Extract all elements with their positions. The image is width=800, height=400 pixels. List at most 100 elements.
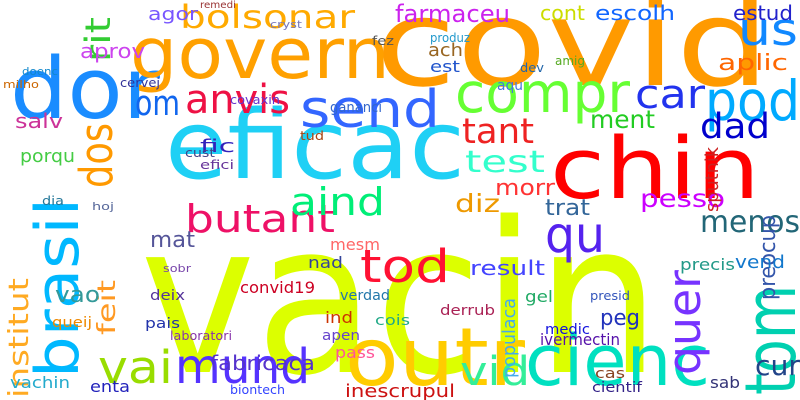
word: apen <box>322 328 360 344</box>
word: gananci <box>330 100 382 116</box>
word: butant <box>185 197 335 241</box>
word: bolsonar <box>180 0 356 36</box>
word: fic <box>200 136 235 157</box>
word: queij <box>52 315 92 331</box>
word: efici <box>200 158 234 172</box>
word: amig <box>555 54 585 68</box>
word: escolh <box>595 1 675 25</box>
word: presid <box>590 289 630 303</box>
word: deix <box>150 288 185 304</box>
word: quer <box>658 270 711 375</box>
word: ind <box>325 308 353 327</box>
word: sab <box>710 373 740 392</box>
word: tud <box>300 129 324 143</box>
word: cur <box>755 349 800 382</box>
word: ment <box>590 105 655 134</box>
word: anvis <box>185 77 290 123</box>
word: est <box>430 57 460 76</box>
word: institut <box>2 278 35 398</box>
word: estud <box>733 1 793 25</box>
word: qu <box>545 206 605 264</box>
word: menos <box>700 205 800 240</box>
word: dev <box>520 61 544 75</box>
word: diz <box>455 189 500 218</box>
word: morr <box>495 176 556 201</box>
word: nad <box>308 253 343 272</box>
word: sputnik <box>702 146 723 212</box>
word: cryst <box>270 18 303 31</box>
word: fez <box>372 34 394 48</box>
word: pais <box>145 316 180 332</box>
word: mesm <box>330 235 380 254</box>
word: verdad <box>340 288 390 304</box>
word: cientif <box>592 380 643 396</box>
word: feit <box>92 280 121 335</box>
word: cas <box>595 366 625 382</box>
word: om <box>135 84 180 124</box>
word: enta <box>90 377 130 396</box>
word: milho <box>3 78 39 91</box>
word: vai <box>98 341 173 394</box>
word: mund <box>175 339 310 395</box>
word: gel <box>525 287 553 306</box>
word: dor <box>10 40 160 139</box>
word: mat <box>150 228 195 253</box>
word: us <box>738 3 798 56</box>
word: vend <box>735 252 785 273</box>
word: trat <box>545 196 590 221</box>
word: covid <box>375 0 770 114</box>
word: cois <box>375 313 410 329</box>
word: govern <box>130 13 390 95</box>
word: test <box>465 145 545 180</box>
word: hoj <box>92 200 114 213</box>
word: convid19 <box>240 278 315 297</box>
word: agor <box>148 4 199 25</box>
word: biontech <box>230 383 285 397</box>
word: sobr <box>163 262 192 275</box>
word: cont <box>540 1 585 25</box>
word: porqu <box>20 146 75 167</box>
word: covaxin <box>230 93 280 107</box>
word: salv <box>15 109 63 133</box>
word: fabricaca <box>210 351 315 375</box>
word: eficac <box>165 91 465 201</box>
word: dad <box>700 107 770 147</box>
word: inescrupul <box>345 381 455 400</box>
word: compr <box>455 61 630 125</box>
word: pass <box>335 343 375 362</box>
word: tant <box>462 112 534 152</box>
word: peg <box>600 306 640 331</box>
word: ach <box>428 40 463 61</box>
word: rit <box>79 17 119 62</box>
word: precis <box>680 255 735 274</box>
word: farmaceu <box>395 0 510 28</box>
word: car <box>635 72 706 118</box>
word: dos <box>70 123 123 188</box>
word: ivermectin <box>540 330 620 349</box>
word: produz <box>430 31 470 45</box>
word: chin <box>550 120 760 219</box>
word: vachin <box>10 373 70 392</box>
word: medic <box>545 322 590 338</box>
word: aprov <box>80 39 145 63</box>
word: send <box>300 80 440 140</box>
word: cervej <box>120 76 160 90</box>
word: preocup <box>756 215 781 300</box>
word: aqu <box>497 78 523 94</box>
word: remedi <box>200 0 236 11</box>
word: result <box>470 256 545 280</box>
word: tod <box>360 240 450 293</box>
word: vao <box>55 283 100 308</box>
word: populaca <box>499 298 520 378</box>
word: dia <box>42 194 64 208</box>
word: derrub <box>440 303 495 319</box>
word: tom <box>730 285 800 395</box>
word: outr <box>345 311 525 400</box>
word: aplic <box>718 51 788 76</box>
word: cienc <box>525 320 710 400</box>
word: vid <box>460 349 530 395</box>
word: aind <box>290 180 385 224</box>
word: brasil <box>23 198 93 378</box>
